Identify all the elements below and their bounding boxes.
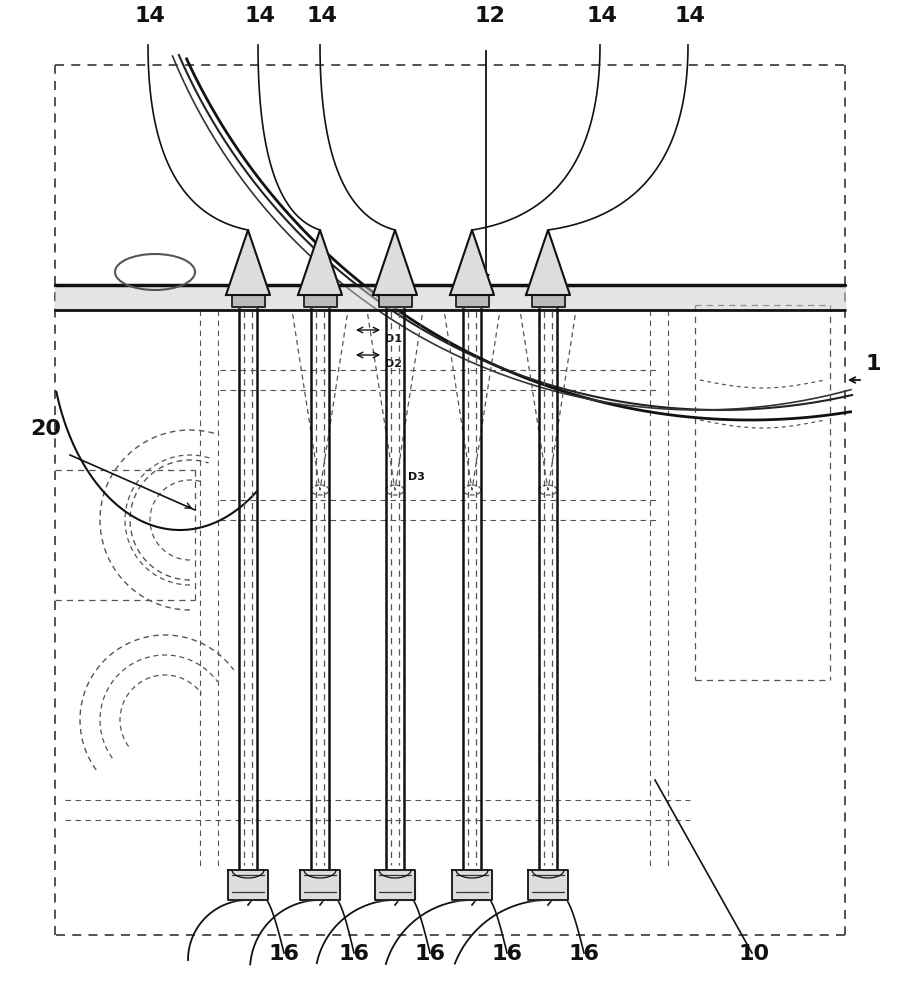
Text: 14: 14: [306, 6, 337, 26]
Polygon shape: [455, 295, 489, 307]
Polygon shape: [300, 870, 340, 900]
Text: 1: 1: [865, 354, 881, 374]
Text: 14: 14: [244, 6, 275, 26]
Text: D1: D1: [385, 334, 402, 344]
Text: 16: 16: [491, 944, 522, 964]
Text: D3: D3: [408, 472, 424, 482]
Polygon shape: [531, 295, 565, 307]
Text: 10: 10: [738, 944, 769, 964]
Polygon shape: [303, 295, 337, 307]
Polygon shape: [452, 870, 492, 900]
Polygon shape: [375, 870, 415, 900]
Polygon shape: [526, 230, 570, 295]
Text: D2: D2: [385, 359, 402, 369]
Text: 16: 16: [414, 944, 445, 964]
Polygon shape: [232, 295, 264, 307]
Text: 16: 16: [268, 944, 299, 964]
Text: 12: 12: [474, 6, 505, 26]
Polygon shape: [378, 295, 412, 307]
Polygon shape: [373, 230, 417, 295]
Polygon shape: [228, 870, 268, 900]
Text: 14: 14: [134, 6, 165, 26]
Text: 14: 14: [586, 6, 617, 26]
Text: 16: 16: [338, 944, 369, 964]
Polygon shape: [528, 870, 568, 900]
Text: 16: 16: [568, 944, 599, 964]
Polygon shape: [450, 230, 494, 295]
Polygon shape: [226, 230, 270, 295]
Text: 14: 14: [674, 6, 705, 26]
Polygon shape: [298, 230, 342, 295]
Text: 20: 20: [30, 419, 61, 439]
